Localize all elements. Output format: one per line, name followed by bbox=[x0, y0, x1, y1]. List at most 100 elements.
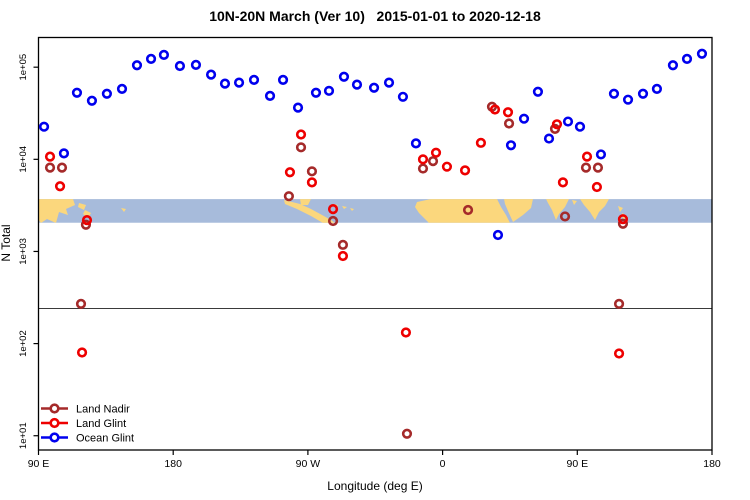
land-shape bbox=[38, 199, 75, 223]
data-point bbox=[75, 298, 87, 309]
x-tick-label: 90 E bbox=[28, 458, 50, 470]
data-point bbox=[591, 181, 603, 193]
data-point bbox=[397, 91, 409, 102]
data-point bbox=[400, 327, 412, 338]
data-point bbox=[617, 218, 629, 229]
data-point bbox=[44, 151, 56, 162]
land-shape bbox=[580, 199, 609, 220]
series-land-nadir bbox=[44, 101, 629, 439]
data-point bbox=[667, 60, 679, 71]
plot-border bbox=[37, 36, 713, 451]
data-point bbox=[557, 177, 569, 188]
data-point bbox=[613, 348, 625, 359]
data-point bbox=[306, 177, 318, 188]
legend-item-land-nadir: Land Nadir bbox=[41, 403, 130, 416]
data-point bbox=[58, 148, 70, 159]
data-point bbox=[581, 151, 593, 162]
data-point bbox=[492, 229, 504, 241]
data-point bbox=[559, 211, 571, 222]
data-point bbox=[233, 77, 245, 88]
data-point bbox=[580, 162, 592, 173]
data-point bbox=[205, 69, 217, 80]
data-point bbox=[86, 95, 98, 106]
data-point bbox=[158, 49, 170, 60]
data-point bbox=[116, 83, 128, 94]
y-tick-label: 1e+05 bbox=[18, 54, 29, 81]
legend-label: Land Nadir bbox=[76, 404, 130, 416]
data-point bbox=[532, 86, 544, 97]
data-point bbox=[562, 116, 574, 127]
land-shape bbox=[121, 208, 126, 212]
data-point bbox=[131, 60, 143, 71]
data-point bbox=[502, 107, 514, 118]
data-point bbox=[190, 59, 202, 70]
data-point bbox=[441, 161, 453, 172]
legend-label: Land Glint bbox=[76, 418, 126, 430]
map-band-ocean bbox=[38, 199, 712, 223]
x-axis-label: Longitude (deg E) bbox=[327, 479, 423, 493]
data-point bbox=[54, 181, 66, 192]
data-point bbox=[503, 118, 515, 129]
data-point bbox=[592, 162, 604, 173]
y-tick-label: 1e+01 bbox=[18, 422, 29, 449]
data-point bbox=[622, 94, 634, 105]
data-point bbox=[383, 77, 395, 88]
x-tick-label: 0 bbox=[440, 458, 446, 470]
data-point bbox=[608, 88, 620, 99]
land-shape bbox=[78, 203, 86, 210]
land-shape bbox=[300, 199, 311, 205]
legend-item-ocean-glint: Ocean Glint bbox=[41, 432, 134, 445]
data-point bbox=[613, 298, 625, 309]
data-point bbox=[337, 250, 349, 262]
data-point bbox=[651, 83, 663, 94]
data-point bbox=[543, 133, 555, 144]
land-shape bbox=[618, 206, 623, 212]
x-tick-label: 180 bbox=[164, 458, 182, 470]
data-point bbox=[310, 87, 322, 98]
data-point bbox=[574, 121, 586, 132]
land-shape bbox=[350, 208, 354, 211]
data-point bbox=[505, 140, 517, 151]
data-point bbox=[327, 215, 339, 227]
data-point bbox=[284, 167, 296, 178]
data-point bbox=[417, 154, 429, 165]
data-point bbox=[295, 129, 307, 140]
land-shape bbox=[342, 206, 347, 209]
series-land-glint bbox=[44, 104, 629, 359]
y-tick-label: 1e+03 bbox=[18, 238, 29, 265]
data-point bbox=[264, 90, 276, 101]
legend-marker bbox=[49, 417, 60, 429]
data-point bbox=[76, 347, 88, 358]
data-point bbox=[71, 87, 83, 98]
chart-title: 10N-20N March (Ver 10) 2015-01-01 to 202… bbox=[209, 8, 541, 24]
data-point bbox=[401, 428, 413, 439]
data-point bbox=[283, 191, 294, 202]
land-shape bbox=[284, 200, 335, 223]
legend-marker bbox=[49, 432, 60, 443]
legend-marker bbox=[49, 403, 60, 414]
y-tick-label: 1e+04 bbox=[18, 146, 29, 173]
data-point bbox=[617, 214, 629, 225]
data-point bbox=[145, 53, 157, 65]
data-point bbox=[44, 162, 56, 173]
land-shape bbox=[572, 200, 577, 205]
x-tick-label: 180 bbox=[703, 458, 721, 470]
map-band-land bbox=[38, 199, 627, 223]
land-shape bbox=[546, 199, 569, 220]
data-point bbox=[696, 48, 708, 59]
data-point bbox=[637, 88, 649, 99]
data-point bbox=[101, 88, 112, 99]
data-point bbox=[462, 204, 474, 216]
data-point bbox=[459, 165, 471, 176]
legend-label: Ocean Glint bbox=[76, 433, 134, 445]
data-point bbox=[219, 78, 231, 89]
data-point bbox=[351, 79, 363, 90]
data-point bbox=[292, 102, 304, 113]
data-point bbox=[323, 85, 335, 96]
data-point bbox=[277, 74, 289, 85]
legend-item-land-glint: Land Glint bbox=[41, 417, 126, 430]
data-point bbox=[518, 113, 530, 124]
y-tick-label: 1e+02 bbox=[18, 330, 29, 357]
